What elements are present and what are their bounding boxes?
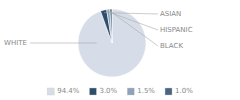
legend-swatch (127, 88, 134, 95)
slice-label: WHITE (4, 39, 27, 47)
slice-label: ASIAN (160, 10, 181, 18)
slice-label: BLACK (160, 42, 183, 50)
annotations: WHITE ASIAN HISPANIC BLACK (4, 10, 193, 50)
pie-slice (107, 9, 112, 43)
slice-label: HISPANIC (160, 26, 193, 34)
legend-label: 1.5% (137, 87, 155, 95)
leader-line (109, 12, 158, 30)
legend-item: 1.0% (165, 87, 193, 95)
legend-item: 1.5% (127, 87, 155, 95)
pie-slice (110, 9, 112, 43)
pie-chart: WHITE ASIAN HISPANIC BLACK 94.4% 3.0% 1.5% 1.0% (0, 0, 240, 100)
legend-label: 1.0% (175, 87, 193, 95)
pie-slice (100, 9, 112, 43)
legend-item: 3.0% (89, 87, 117, 95)
legend-item: 94.4% (47, 87, 80, 95)
chart-container: WHITE ASIAN HISPANIC BLACK 94.4% 3.0% 1.5% 1.0% (0, 0, 240, 100)
leader-line (30, 43, 97, 44)
legend-swatch (89, 88, 96, 95)
legend-label: 94.4% (57, 87, 80, 95)
legend: 94.4% 3.0% 1.5% 1.0% (47, 87, 193, 95)
legend-swatch (47, 88, 54, 95)
legend-label: 3.0% (99, 87, 117, 95)
leader-line (111, 12, 158, 46)
legend-swatch (165, 88, 172, 95)
